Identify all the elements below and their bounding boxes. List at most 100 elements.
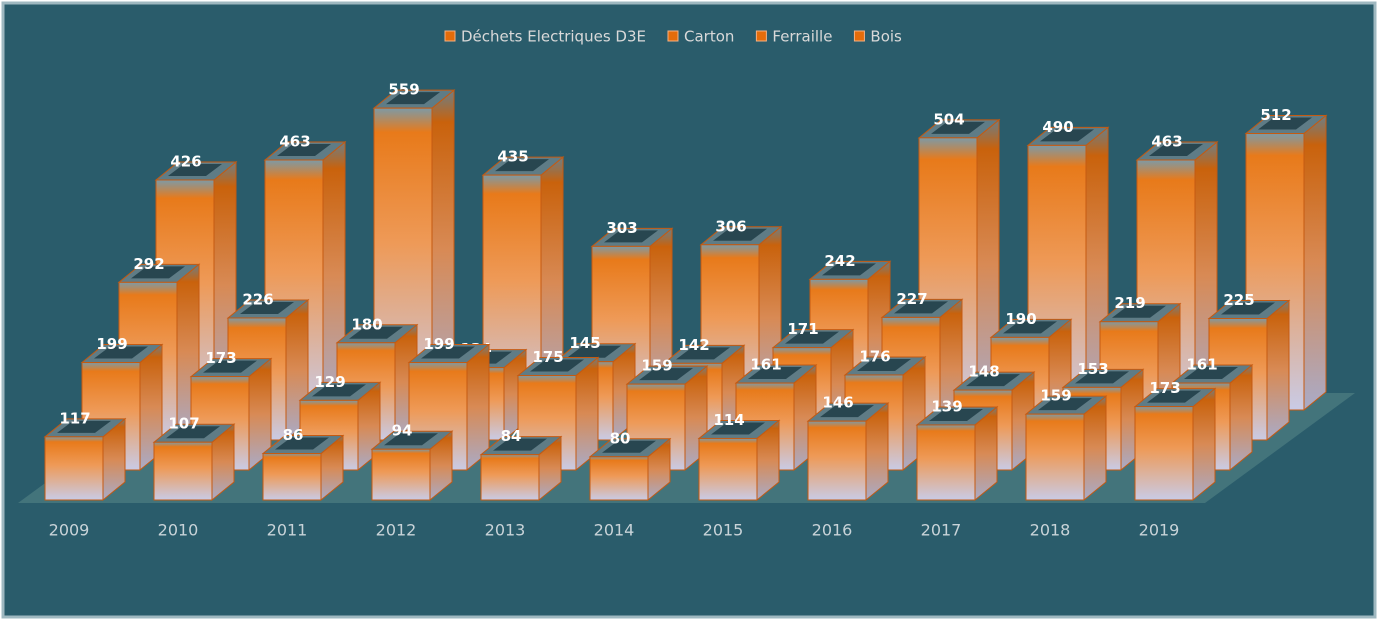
x-tick-label: 2009	[49, 521, 90, 540]
label-tag	[57, 420, 111, 433]
bar	[480, 454, 540, 501]
data-label: 159	[1040, 387, 1071, 405]
data-label: 490	[1042, 118, 1073, 136]
label-tag	[676, 347, 730, 360]
data-label: 175	[532, 348, 563, 366]
data-label: 173	[205, 349, 236, 367]
label-tag	[493, 438, 547, 451]
label-tag	[1147, 390, 1201, 403]
bar	[153, 441, 213, 501]
bar-side	[1303, 114, 1327, 412]
label-tag	[894, 301, 948, 314]
data-label: 306	[715, 217, 746, 235]
label-tag	[602, 440, 656, 453]
legend-label: Carton	[684, 28, 734, 46]
bar	[916, 424, 976, 501]
data-label: 94	[392, 422, 413, 440]
bar	[371, 448, 431, 501]
data-label: 463	[279, 132, 310, 150]
label-tag	[748, 367, 802, 380]
data-label: 114	[713, 411, 744, 429]
label-tag	[386, 92, 440, 105]
data-label: 171	[787, 320, 818, 338]
data-label: 199	[96, 335, 127, 353]
bar	[262, 453, 322, 501]
bar-side	[1266, 299, 1290, 442]
x-tick-label: 2013	[485, 521, 526, 540]
x-tick-label: 2017	[921, 521, 962, 540]
label-tag	[639, 368, 693, 381]
label-tag	[1112, 305, 1166, 318]
bar	[698, 437, 758, 501]
data-label: 142	[678, 336, 709, 354]
label-tag	[1149, 143, 1203, 156]
label-tag	[604, 230, 658, 243]
label-tag	[713, 228, 767, 241]
bar	[1134, 406, 1194, 501]
data-label: 219	[1114, 294, 1145, 312]
label-tag	[240, 301, 294, 314]
label-tag	[822, 263, 876, 276]
data-label: 148	[968, 363, 999, 381]
x-tick-label: 2011	[267, 521, 308, 540]
x-tick-label: 2014	[594, 521, 635, 540]
bar-side	[1192, 387, 1216, 502]
x-tick-label: 2010	[158, 521, 199, 540]
data-label: 129	[314, 373, 345, 391]
data-label: 80	[610, 429, 631, 447]
x-tick-label: 2019	[1139, 521, 1180, 540]
legend-label: Bois	[870, 28, 902, 46]
label-tag	[94, 346, 148, 359]
x-tick-label: 2018	[1030, 521, 1071, 540]
data-label: 435	[497, 148, 528, 166]
bar	[589, 456, 649, 501]
data-label: 242	[824, 252, 855, 270]
legend-swatch	[667, 30, 679, 42]
label-tag	[312, 384, 366, 397]
data-label: 161	[1186, 356, 1217, 374]
data-label: 292	[133, 255, 164, 273]
data-label: 86	[283, 426, 304, 444]
bar	[807, 420, 867, 501]
data-label: 107	[168, 415, 199, 433]
data-label: 139	[931, 397, 962, 415]
data-label: 426	[170, 152, 201, 170]
bar	[1025, 413, 1085, 501]
label-tag	[1075, 371, 1129, 384]
label-tag	[203, 360, 257, 373]
data-label: 190	[1005, 310, 1036, 328]
label-tag	[131, 266, 185, 279]
legend: Déchets Electriques D3E Carton Ferraille Bo…	[444, 28, 902, 46]
label-tag	[384, 433, 438, 446]
label-tag	[1040, 129, 1094, 142]
bar	[44, 436, 104, 501]
label-tag	[1258, 117, 1312, 130]
label-tag	[929, 408, 983, 421]
label-tag	[1221, 302, 1275, 315]
data-label: 173	[1149, 379, 1180, 397]
data-label: 559	[388, 81, 419, 99]
legend-label: Ferraille	[772, 28, 832, 46]
data-label: 117	[59, 409, 90, 427]
x-tick-label: 2016	[812, 521, 853, 540]
legend-swatch	[755, 30, 767, 42]
data-label: 159	[641, 357, 672, 375]
data-label: 227	[896, 290, 927, 308]
data-label: 146	[822, 394, 853, 412]
data-label: 504	[933, 110, 964, 128]
data-label: 226	[242, 290, 273, 308]
label-tag	[711, 422, 765, 435]
label-tag	[530, 359, 584, 372]
data-label: 463	[1151, 132, 1182, 150]
label-tag	[857, 358, 911, 371]
data-label: 176	[859, 347, 890, 365]
label-tag	[166, 426, 220, 439]
data-label: 84	[501, 427, 522, 445]
data-label: 225	[1223, 291, 1254, 309]
label-tag	[1184, 367, 1238, 380]
label-tag	[421, 346, 475, 359]
legend-swatch	[444, 30, 456, 42]
data-label: 145	[569, 334, 600, 352]
label-tag	[966, 374, 1020, 387]
